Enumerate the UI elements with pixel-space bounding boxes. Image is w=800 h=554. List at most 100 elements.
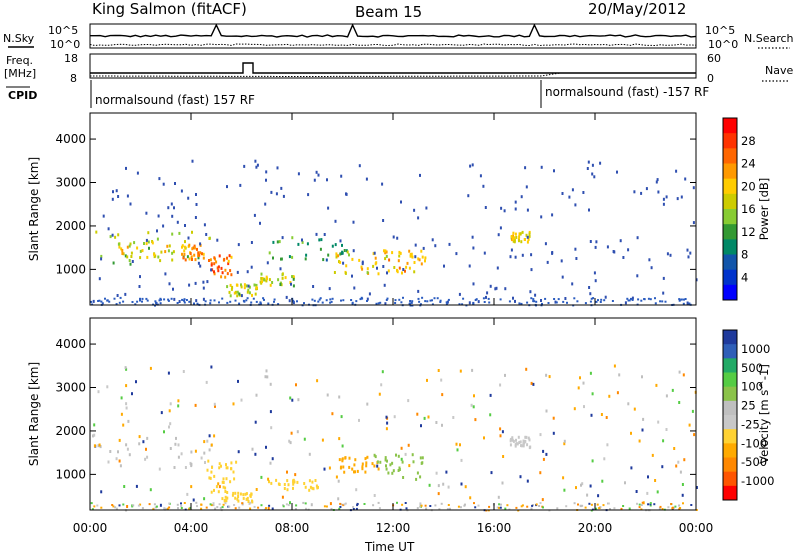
data-cell: [344, 271, 347, 275]
data-cell: [479, 174, 482, 178]
data-cell: [303, 302, 305, 305]
data-cell: [474, 418, 477, 422]
data-cell: [588, 208, 590, 212]
data-cell: [591, 163, 594, 167]
data-cell: [358, 418, 360, 422]
data-cell: [281, 276, 284, 280]
data-cell: [655, 180, 658, 184]
data-cell: [405, 265, 408, 269]
data-cell: [249, 494, 252, 498]
data-cell: [282, 505, 285, 508]
data-cell: [170, 297, 173, 300]
data-cell: [167, 298, 170, 301]
data-cell: [233, 477, 236, 481]
data-cell: [372, 252, 375, 256]
nave-trace: [89, 72, 696, 78]
data-cell: [638, 503, 641, 506]
data-cell: [92, 299, 95, 303]
data-cell: [348, 456, 351, 460]
data-cell: [263, 278, 266, 282]
data-cell: [131, 301, 134, 303]
data-cell: [597, 494, 600, 498]
data-cell: [97, 444, 100, 448]
data-cell: [250, 265, 253, 269]
data-cell: [366, 271, 369, 275]
data-cell: [225, 477, 228, 481]
data-cell: [235, 283, 238, 287]
data-cell: [111, 233, 114, 237]
data-cell: [190, 255, 193, 259]
data-cell: [379, 460, 382, 464]
data-cell: [331, 412, 334, 416]
data-cell: [213, 488, 215, 492]
data-cell: [422, 246, 425, 250]
data-cell: [203, 440, 206, 444]
data-cell: [435, 471, 438, 475]
data-cell: [472, 405, 475, 409]
data-cell: [436, 297, 439, 300]
data-cell: [545, 409, 548, 413]
data-cell: [236, 294, 239, 298]
data-cell: [539, 471, 542, 475]
data-cell: [677, 460, 680, 464]
data-cell: [323, 233, 326, 236]
data-cell: [115, 457, 118, 461]
data-cell: [488, 301, 491, 304]
data-cell: [319, 247, 322, 251]
data-cell: [417, 297, 420, 300]
data-cell: [406, 261, 409, 265]
velocity-scatter: [90, 364, 698, 512]
data-cell: [246, 290, 249, 294]
data-cell: [512, 237, 514, 241]
data-cell: [203, 497, 206, 501]
data-cell: [129, 242, 132, 246]
data-cell: [126, 505, 129, 508]
data-cell: [176, 220, 179, 224]
colorbar-tick: 12: [741, 225, 756, 239]
data-cell: [535, 300, 538, 303]
data-cell: [371, 462, 374, 466]
data-cell: [171, 214, 174, 218]
data-cell: [360, 265, 363, 269]
data-cell: [113, 297, 116, 300]
data-cell: [345, 192, 348, 196]
data-cell: [174, 442, 177, 446]
data-cell: [584, 506, 587, 509]
data-cell: [526, 301, 529, 304]
data-cell: [210, 443, 213, 447]
data-cell: [206, 280, 209, 284]
data-cell: [525, 185, 528, 189]
data-cell: [514, 444, 517, 448]
data-cell: [580, 483, 582, 487]
data-cell: [682, 502, 684, 505]
data-cell: [483, 251, 486, 255]
colorbar-swatch: [723, 133, 737, 149]
data-cell: [124, 254, 127, 258]
data-cell: [581, 504, 584, 507]
data-cell: [484, 206, 487, 209]
data-cell: [511, 438, 514, 442]
data-cell: [561, 275, 564, 279]
data-cell: [331, 244, 334, 248]
velocity-yaxis: 1000 2000 3000 4000: [55, 337, 696, 481]
data-cell: [260, 272, 263, 276]
data-cell: [204, 300, 207, 303]
data-cell: [160, 250, 163, 254]
data-cell: [381, 370, 384, 374]
data-cell: [125, 384, 128, 388]
data-cell: [206, 439, 209, 443]
data-cell: [100, 254, 103, 258]
data-cell: [131, 392, 133, 396]
data-cell: [397, 454, 400, 458]
data-cell: [669, 253, 672, 257]
data-cell: [340, 174, 343, 178]
ytick-label: 3000: [55, 176, 86, 190]
data-cell: [213, 474, 216, 478]
nsearch-label: N.Search: [744, 32, 794, 45]
data-cell: [228, 505, 231, 508]
data-cell: [209, 302, 212, 305]
data-cell: [276, 166, 279, 170]
data-cell: [195, 299, 198, 303]
data-cell: [188, 300, 191, 303]
data-cell: [190, 450, 193, 454]
